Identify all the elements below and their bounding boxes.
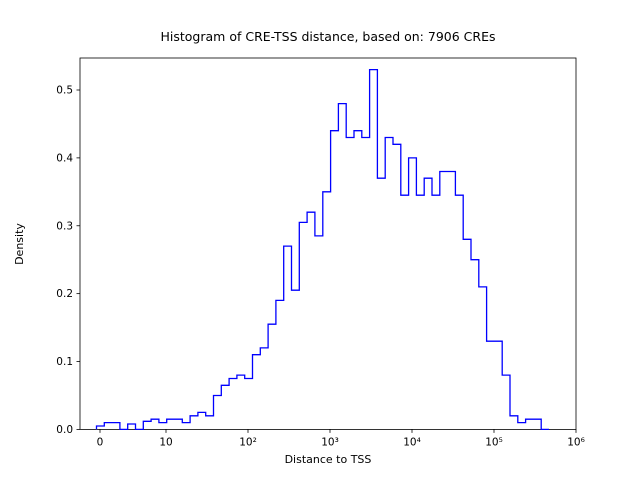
x-tick-label: 10³: [321, 436, 339, 448]
histogram-step-line: [95, 68, 549, 431]
y-tick-label: 0.4: [56, 152, 73, 164]
axes-frame: [79, 57, 577, 430]
x-tick-label: 10⁵: [485, 436, 503, 448]
x-tick-label: 10: [159, 436, 172, 448]
x-axis-label: Distance to TSS: [285, 453, 372, 466]
x-axis-ticks: 0 10 10² 10³ 10⁴ 10⁵ 10⁶: [97, 429, 585, 448]
histogram-series: [95, 68, 549, 431]
y-tick-label: 0.2: [56, 288, 73, 300]
y-tick-label: 0.5: [56, 85, 73, 97]
y-tick-label: 0.1: [56, 356, 73, 368]
x-tick-label: 0: [97, 436, 104, 448]
x-tick-label: 10⁶: [567, 436, 585, 448]
x-tick-label: 10⁴: [403, 436, 421, 448]
x-tick-label: 10²: [239, 436, 257, 448]
y-axis-ticks: 0.0 0.1 0.2 0.3 0.4 0.5: [56, 85, 80, 436]
y-axis-label: Density: [13, 223, 26, 265]
y-tick-label: 0.0: [56, 424, 73, 436]
chart-title: Histogram of CRE-TSS distance, based on:…: [161, 29, 496, 44]
y-tick-label: 0.3: [56, 220, 73, 232]
